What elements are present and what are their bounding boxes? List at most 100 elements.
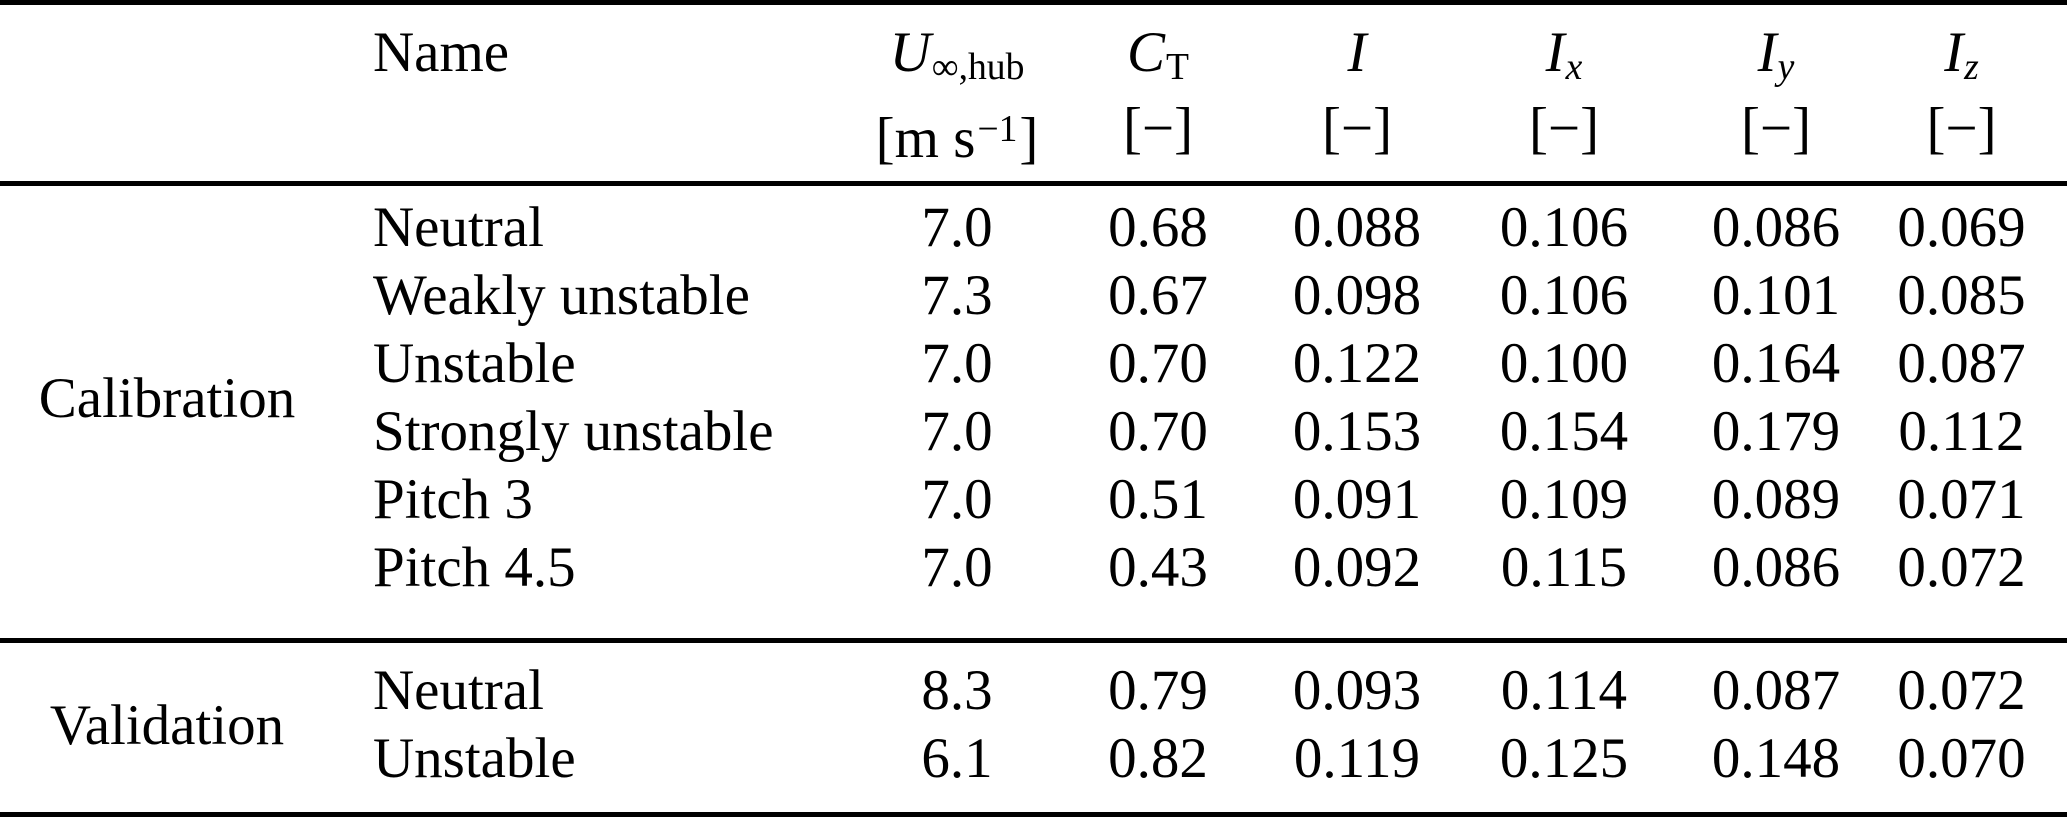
column-header-u-inf-hub-cell: U∞,hub [m s−1]	[876, 15, 1039, 181]
cell-ct: 0.43	[1108, 536, 1208, 599]
table-header-row: Name U∞,hub [m s−1] CT [−] I [−] Ix [−] …	[0, 5, 2067, 181]
ix-subscript: x	[1565, 46, 1583, 89]
cell-u-inf-hub: 7.0	[921, 332, 993, 395]
cell-ix: 0.154	[1499, 400, 1629, 463]
section-calibration: Calibration Neutral 7.0 0.68 0.088 0.106…	[0, 186, 2067, 638]
section-label-validation: Validation	[49, 693, 285, 757]
u-unit-close: ]	[1019, 106, 1039, 170]
cell-iy: 0.101	[1711, 264, 1841, 327]
iy-subscript: y	[1777, 46, 1795, 89]
column-header-iz-cell: Iz [−]	[1856, 15, 2067, 181]
cell-iy: 0.087	[1711, 659, 1841, 722]
column-unit-i: [−]	[1321, 97, 1393, 160]
cell-ct: 0.79	[1108, 659, 1208, 722]
cell-iz: 0.087	[1897, 332, 2026, 395]
cell-i: 0.093	[1292, 659, 1422, 722]
cell-u-inf-hub: 7.0	[921, 536, 993, 599]
cell-u-inf-hub: 7.0	[921, 400, 993, 463]
ix-symbol: I	[1545, 21, 1565, 84]
cell-name: Pitch 3	[373, 468, 533, 531]
cell-iz: 0.112	[1898, 400, 2025, 463]
iz-subscript: z	[1964, 46, 1979, 89]
cell-ct: 0.70	[1108, 400, 1208, 463]
ct-symbol: C	[1126, 21, 1166, 84]
cell-ct: 0.82	[1108, 727, 1208, 790]
header-spacer-cell	[0, 15, 334, 181]
column-header-ix: Ix	[1546, 15, 1583, 91]
cell-iy: 0.179	[1711, 400, 1841, 463]
cell-name: Neutral	[373, 196, 544, 259]
column-header-name: Name	[373, 21, 510, 84]
cell-iz: 0.072	[1897, 659, 2026, 722]
cell-i: 0.091	[1292, 468, 1422, 531]
cell-ct: 0.51	[1108, 468, 1208, 531]
cell-ct: 0.68	[1108, 196, 1208, 259]
cell-ix: 0.115	[1500, 536, 1628, 599]
section-validation: Validation Neutral 8.3 0.79 0.093 0.114 …	[0, 643, 2067, 812]
cell-iy: 0.164	[1711, 332, 1841, 395]
cell-u-inf-hub: 8.3	[921, 659, 993, 722]
column-header-iz: Iz	[1944, 15, 1979, 91]
cell-iy: 0.086	[1711, 196, 1841, 259]
cell-iy: 0.148	[1711, 727, 1841, 790]
cell-i: 0.122	[1292, 332, 1422, 395]
column-header-iy: Iy	[1758, 15, 1795, 91]
table-top-rule	[0, 0, 2067, 5]
cell-ix: 0.109	[1499, 468, 1629, 531]
u-subscript: ∞,hub	[931, 46, 1025, 89]
cell-iz: 0.070	[1897, 727, 2026, 790]
table-section-divider-rule	[0, 638, 2067, 643]
column-header-ct: CT	[1127, 15, 1189, 91]
i-symbol: I	[1347, 21, 1367, 84]
column-unit-u-inf-hub: [m s−1]	[875, 91, 1039, 170]
column-header-i: I	[1348, 15, 1367, 91]
cell-u-inf-hub: 7.0	[921, 196, 993, 259]
table-header-rule	[0, 181, 2067, 186]
column-header-ct-cell: CT [−]	[1034, 15, 1282, 181]
cell-name: Weakly unstable	[373, 264, 750, 327]
cell-iz: 0.071	[1897, 468, 2026, 531]
cell-i: 0.098	[1292, 264, 1422, 327]
cell-name: Unstable	[373, 332, 576, 395]
cell-ct: 0.70	[1108, 332, 1208, 395]
column-header-u-inf-hub: U∞,hub	[890, 15, 1025, 91]
column-unit-ct: [−]	[1122, 97, 1194, 160]
cell-i: 0.088	[1292, 196, 1422, 259]
cell-name: Strongly unstable	[373, 400, 774, 463]
column-header-name-cell: Name	[334, 15, 880, 181]
cell-iz: 0.085	[1897, 264, 2026, 327]
cell-iz: 0.069	[1897, 196, 2026, 259]
column-header-i-cell: I [−]	[1282, 15, 1432, 181]
cell-ix: 0.106	[1499, 196, 1629, 259]
cell-iy: 0.086	[1711, 536, 1841, 599]
cell-i: 0.119	[1293, 727, 1421, 790]
cell-iy: 0.089	[1711, 468, 1841, 531]
table-bottom-rule	[0, 812, 2067, 817]
column-unit-ix: [−]	[1528, 97, 1600, 160]
column-header-iy-cell: Iy [−]	[1696, 15, 1856, 181]
cell-iz: 0.072	[1897, 536, 2026, 599]
column-unit-iz: [−]	[1926, 97, 1997, 160]
cell-i: 0.153	[1292, 400, 1422, 463]
cell-ix: 0.114	[1500, 659, 1628, 722]
cell-ix: 0.106	[1499, 264, 1629, 327]
iy-symbol: I	[1757, 21, 1777, 84]
u-unit-open: [m s	[875, 106, 976, 170]
iz-symbol: I	[1944, 21, 1964, 84]
cell-name: Pitch 4.5	[373, 536, 576, 599]
cell-u-inf-hub: 7.3	[921, 264, 993, 327]
column-header-ix-cell: Ix [−]	[1432, 15, 1696, 181]
cell-ct: 0.67	[1108, 264, 1208, 327]
cell-name: Unstable	[373, 727, 576, 790]
cell-i: 0.092	[1292, 536, 1422, 599]
ct-subscript: T	[1166, 46, 1189, 89]
cell-name: Neutral	[373, 659, 544, 722]
u-symbol: U	[889, 21, 931, 84]
cell-ix: 0.125	[1499, 727, 1629, 790]
cell-u-inf-hub: 6.1	[921, 727, 993, 790]
cell-u-inf-hub: 7.0	[921, 468, 993, 531]
column-unit-iy: [−]	[1740, 97, 1812, 160]
section-label-calibration: Calibration	[38, 366, 296, 430]
cell-ix: 0.100	[1499, 332, 1629, 395]
